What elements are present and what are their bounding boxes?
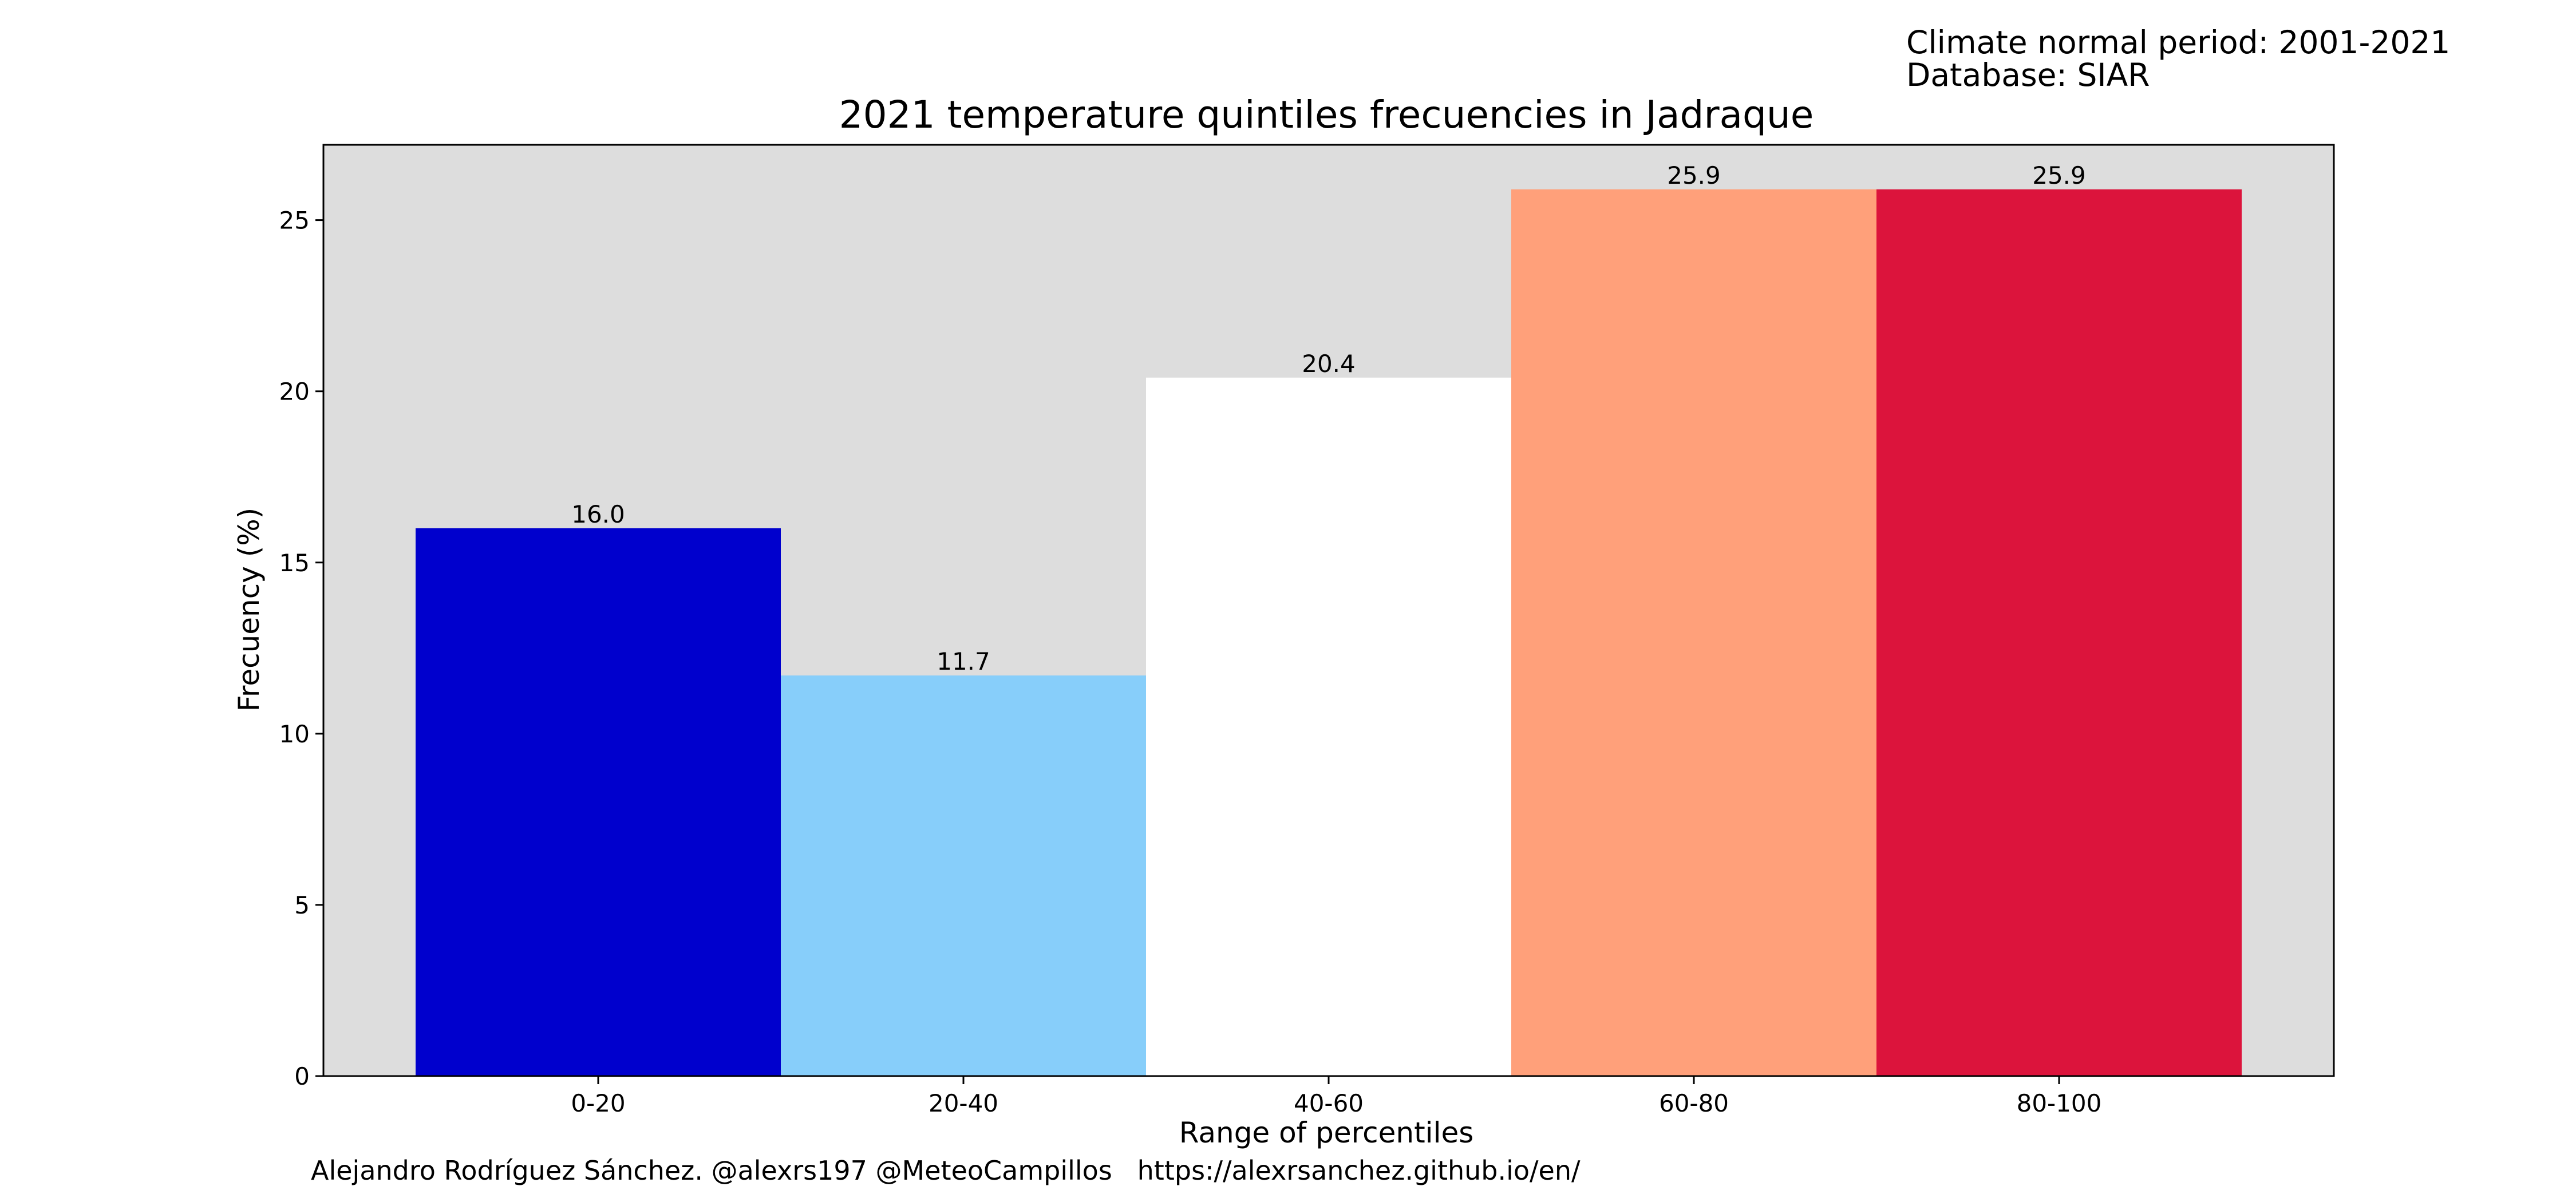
bars-group (416, 189, 2242, 1077)
y-tick-label: 25 (279, 207, 310, 235)
y-tick-label: 0 (294, 1062, 310, 1090)
y-tick-label: 15 (279, 549, 310, 577)
bar-value-label: 20.4 (1302, 350, 1356, 378)
x-axis-label: Range of percentiles (1179, 1116, 1474, 1149)
bar-60-80 (1511, 189, 1876, 1077)
bar-20-40 (781, 675, 1146, 1076)
database-text: Database: SIAR (1906, 57, 2150, 93)
bar-value-label: 25.9 (2032, 161, 2086, 189)
y-tick-label: 10 (279, 720, 310, 748)
bar-value-label: 11.7 (937, 647, 990, 675)
y-tick-label: 20 (279, 378, 310, 406)
footer-credits: Alejandro Rodríguez Sánchez. @alexrs197 … (311, 1155, 1581, 1186)
x-axis: 0-20 20-40 40-60 60-80 80-100 (571, 1076, 2101, 1117)
bar-value-labels: 16.0 11.7 20.4 25.9 25.9 (571, 161, 2086, 675)
bar-value-label: 16.0 (571, 500, 625, 528)
x-tick-label: 20-40 (929, 1089, 998, 1117)
bar-80-100 (1876, 189, 2242, 1077)
x-tick-label: 80-100 (2017, 1089, 2102, 1117)
x-tick-label: 0-20 (571, 1089, 625, 1117)
bar-0-20 (416, 528, 781, 1076)
bar-value-label: 25.9 (1667, 161, 1721, 189)
y-axis: 0 5 10 15 20 25 (279, 207, 323, 1090)
x-tick-label: 60-80 (1659, 1089, 1729, 1117)
y-axis-label: Frecuency (%) (232, 508, 266, 711)
chart-title: 2021 temperature quintiles frecuencies i… (839, 93, 1814, 137)
bar-40-60 (1146, 377, 1511, 1076)
climate-normal-period-text: Climate normal period: 2001-2021 (1906, 24, 2451, 61)
y-tick-label: 5 (294, 891, 310, 919)
x-tick-label: 40-60 (1294, 1089, 1364, 1117)
